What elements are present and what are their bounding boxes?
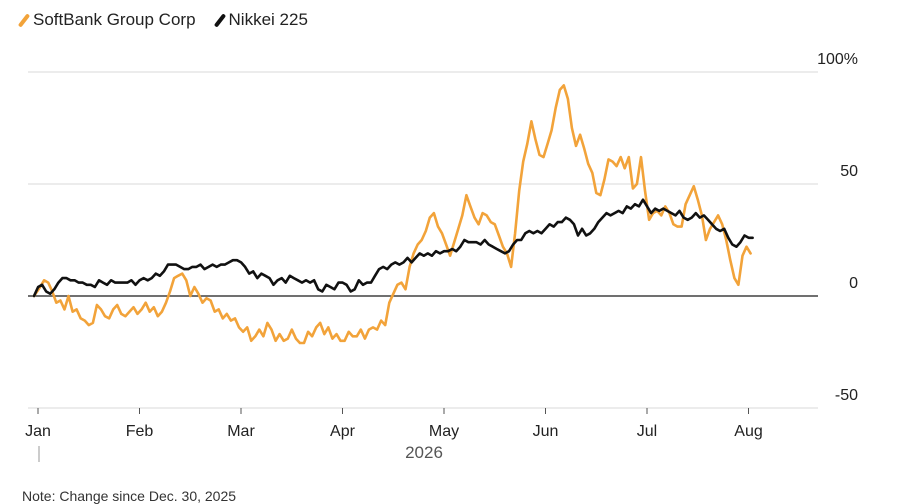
legend-item-softbank[interactable]: SoftBank Group Corp [17,10,196,30]
y-tick-label: 0 [849,275,858,292]
x-axis-ticks: Jan Feb Mar Apr May Jun Jul Aug [25,408,763,440]
x-tick-label: Feb [126,423,154,440]
x-tick-label: Aug [734,423,762,440]
y-axis-ticks: 100% 50 0 -50 [817,51,858,404]
legend-label-softbank: SoftBank Group Corp [33,10,196,29]
x-tick-label: Jun [533,423,559,440]
legend-item-nikkei[interactable]: Nikkei 225 [213,10,308,30]
x-tick-label: May [429,423,459,440]
x-tick-label: Jul [637,423,657,440]
legend-label-nikkei: Nikkei 225 [228,10,308,29]
chart-legend: SoftBank Group Corp Nikkei 225 [17,10,308,30]
chart-note: Note: Change since Dec. 30, 2025 [22,488,237,504]
x-tick-label: Mar [227,423,255,440]
y-tick-label: -50 [835,387,858,404]
y-tick-label: 50 [840,163,858,180]
x-tick-label: Apr [330,423,356,440]
series-lines [32,84,754,345]
x-tick-label: Jan [25,423,51,440]
x-axis-label: 2026 [405,443,443,462]
series-line-nikkei [32,198,754,298]
grid-lines [28,71,818,409]
y-tick-label: 100% [817,51,858,68]
series-line-softbank [32,84,752,345]
